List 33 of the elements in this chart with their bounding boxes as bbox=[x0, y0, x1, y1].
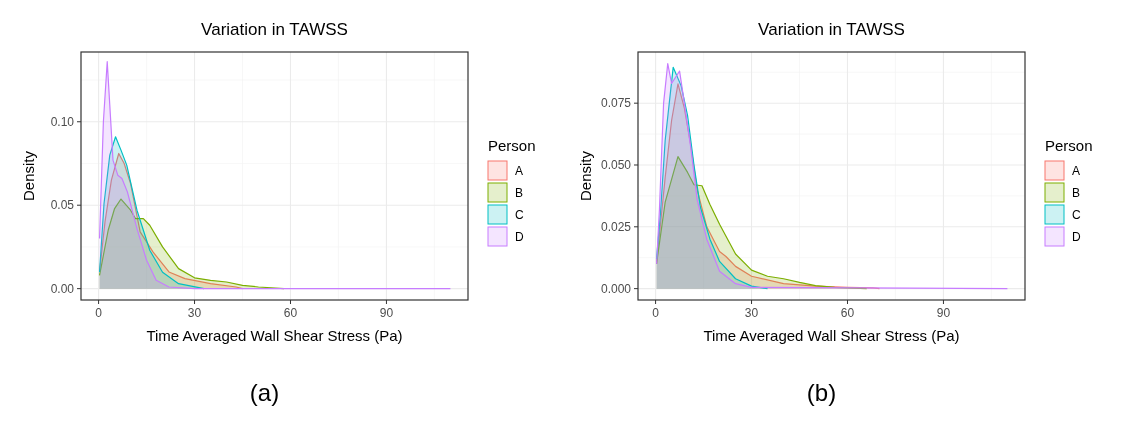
x-tick-label: 90 bbox=[379, 306, 394, 320]
legend-label: A bbox=[1072, 164, 1081, 178]
x-tick-label: 0 bbox=[652, 306, 660, 320]
legend-label: B bbox=[1072, 186, 1081, 200]
y-tick-label: 0.075 bbox=[600, 96, 632, 111]
legend-label: D bbox=[1072, 230, 1081, 244]
x-axis-title: Time Averaged Wall Shear Stress (Pa) bbox=[146, 327, 403, 344]
y-tick-label: 0.050 bbox=[600, 158, 632, 172]
text: (b) bbox=[806, 379, 837, 406]
legend-label: D bbox=[515, 230, 524, 244]
x-tick-label: 90 bbox=[936, 306, 951, 320]
legend-label: A bbox=[515, 164, 524, 178]
x-axis-title: Time Averaged Wall Shear Stress (Pa) bbox=[703, 327, 960, 344]
legend-label: B bbox=[515, 186, 524, 200]
y-tick-label: 0.00 bbox=[50, 281, 75, 296]
y-tick-label: 0.025 bbox=[600, 219, 632, 234]
y-axis-title: Density bbox=[20, 150, 37, 202]
x-tick-label: 0 bbox=[95, 306, 103, 320]
x-tick-label: 60 bbox=[840, 306, 855, 320]
y-tick-label: 0.05 bbox=[50, 198, 75, 213]
legend-label: C bbox=[1072, 208, 1081, 222]
chart-title: Variation in TAWSS bbox=[201, 20, 348, 39]
chart-title: Variation in TAWSS bbox=[758, 20, 905, 39]
legend-label: C bbox=[515, 208, 524, 222]
x-tick-label: 30 bbox=[744, 306, 759, 320]
y-axis-title: Density bbox=[577, 150, 594, 202]
text: (a) bbox=[249, 379, 280, 406]
y-tick-label: 0.000 bbox=[600, 281, 632, 296]
y-tick-label: 0.10 bbox=[50, 114, 75, 129]
legend-title: Person bbox=[488, 137, 536, 154]
legend-title: Person bbox=[1045, 137, 1093, 154]
x-tick-label: 30 bbox=[187, 306, 202, 320]
x-tick-label: 60 bbox=[283, 306, 298, 320]
